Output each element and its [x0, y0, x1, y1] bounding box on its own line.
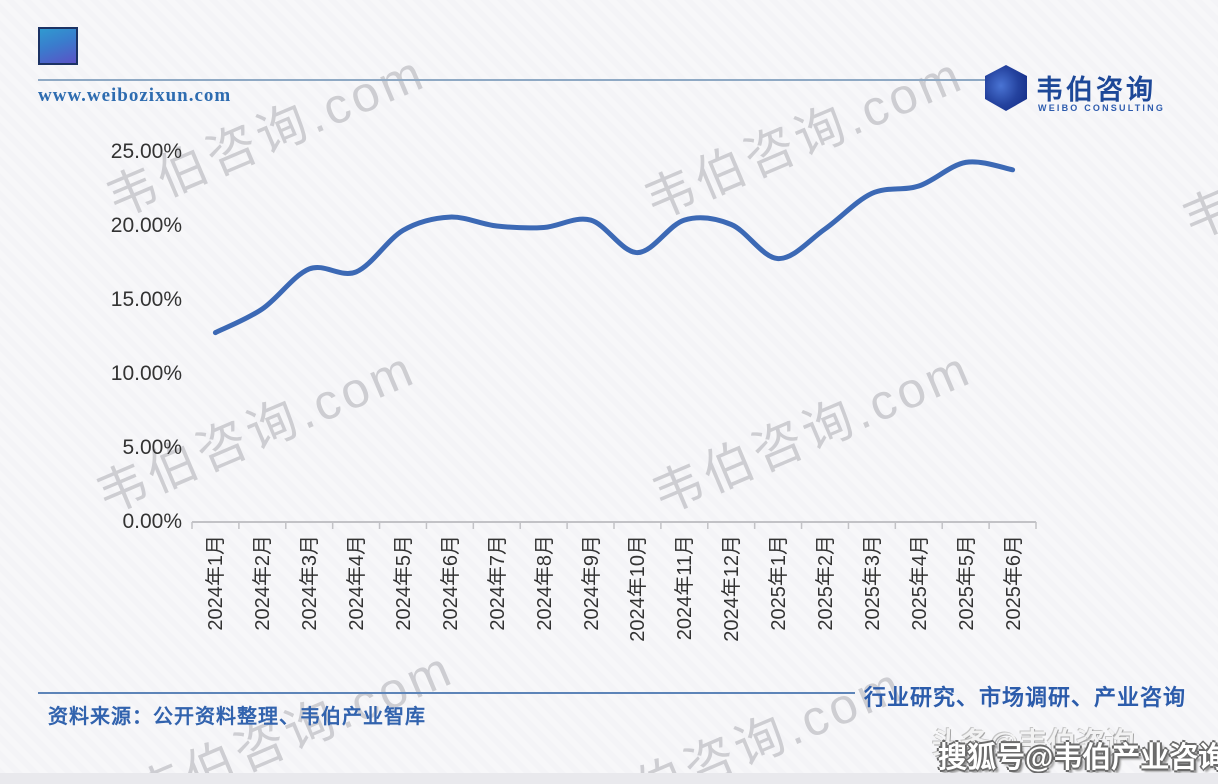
x-axis-tick-label: 2024年1月	[205, 535, 228, 631]
x-axis-tick-label: 2025年3月	[861, 535, 884, 631]
y-axis-tick-label: 15.00%	[110, 288, 182, 311]
logo-company-name: 韦伯咨询	[1036, 75, 1156, 105]
logo-subtitle: WEIBO CONSULTING	[1038, 103, 1166, 113]
y-axis-tick-label: 20.00%	[110, 214, 182, 237]
services-tagline: 行业研究、市场调研、产业咨询	[864, 685, 1187, 710]
x-axis-tick-label: 2024年9月	[580, 535, 603, 631]
x-axis-tick-label: 2024年7月	[486, 535, 509, 631]
data-source-note: 资料来源：公开资料整理、韦伯产业智库	[48, 706, 426, 728]
x-axis-tick-label: 2024年8月	[533, 535, 556, 631]
y-axis-tick-label: 10.00%	[110, 362, 182, 385]
x-axis-tick-label: 2024年11月	[674, 535, 697, 641]
x-axis-tick-label: 2024年4月	[346, 535, 369, 631]
x-axis-tick-label: 2024年2月	[252, 535, 275, 631]
data-series-line	[212, 159, 1016, 336]
y-axis-tick-label: 25.00%	[110, 140, 182, 163]
header-divider	[38, 79, 988, 81]
website-url: www.weibozixun.com	[38, 85, 232, 106]
platform-badge: 头条@韦伯咨询 搜狐号@韦伯产业咨询	[930, 724, 1218, 776]
x-axis-tick-label: 2024年6月	[439, 535, 462, 631]
company-logo: 韦伯咨询 WEIBO CONSULTING	[984, 62, 1204, 122]
hexagon-logo-icon	[985, 65, 1027, 111]
x-axis-tick-label: 2025年2月	[815, 535, 837, 631]
x-axis-tick-label: 2025年1月	[768, 535, 791, 631]
platform-badge-text: 搜狐号@韦伯产业咨询	[938, 742, 1218, 774]
x-axis-tick-label: 2025年6月	[1002, 535, 1025, 631]
x-axis-tick-label: 2024年3月	[299, 535, 322, 631]
footer-divider	[38, 692, 855, 694]
x-axis-tick-label: 2024年10月	[627, 535, 650, 642]
x-axis-tick-label: 2024年12月	[721, 535, 744, 642]
y-axis-tick-label: 0.00%	[122, 510, 182, 533]
platform-badge-ghost: 头条@韦伯咨询	[932, 728, 1135, 760]
y-axis-tick-label: 5.00%	[122, 436, 182, 459]
bottom-edge-strip	[0, 773, 1218, 784]
x-axis-tick-label: 2025年4月	[908, 535, 931, 631]
x-axis-tick-label: 2024年5月	[393, 535, 415, 631]
brand-square-logo	[38, 27, 78, 65]
x-axis-tick-label: 2025年5月	[955, 535, 978, 631]
